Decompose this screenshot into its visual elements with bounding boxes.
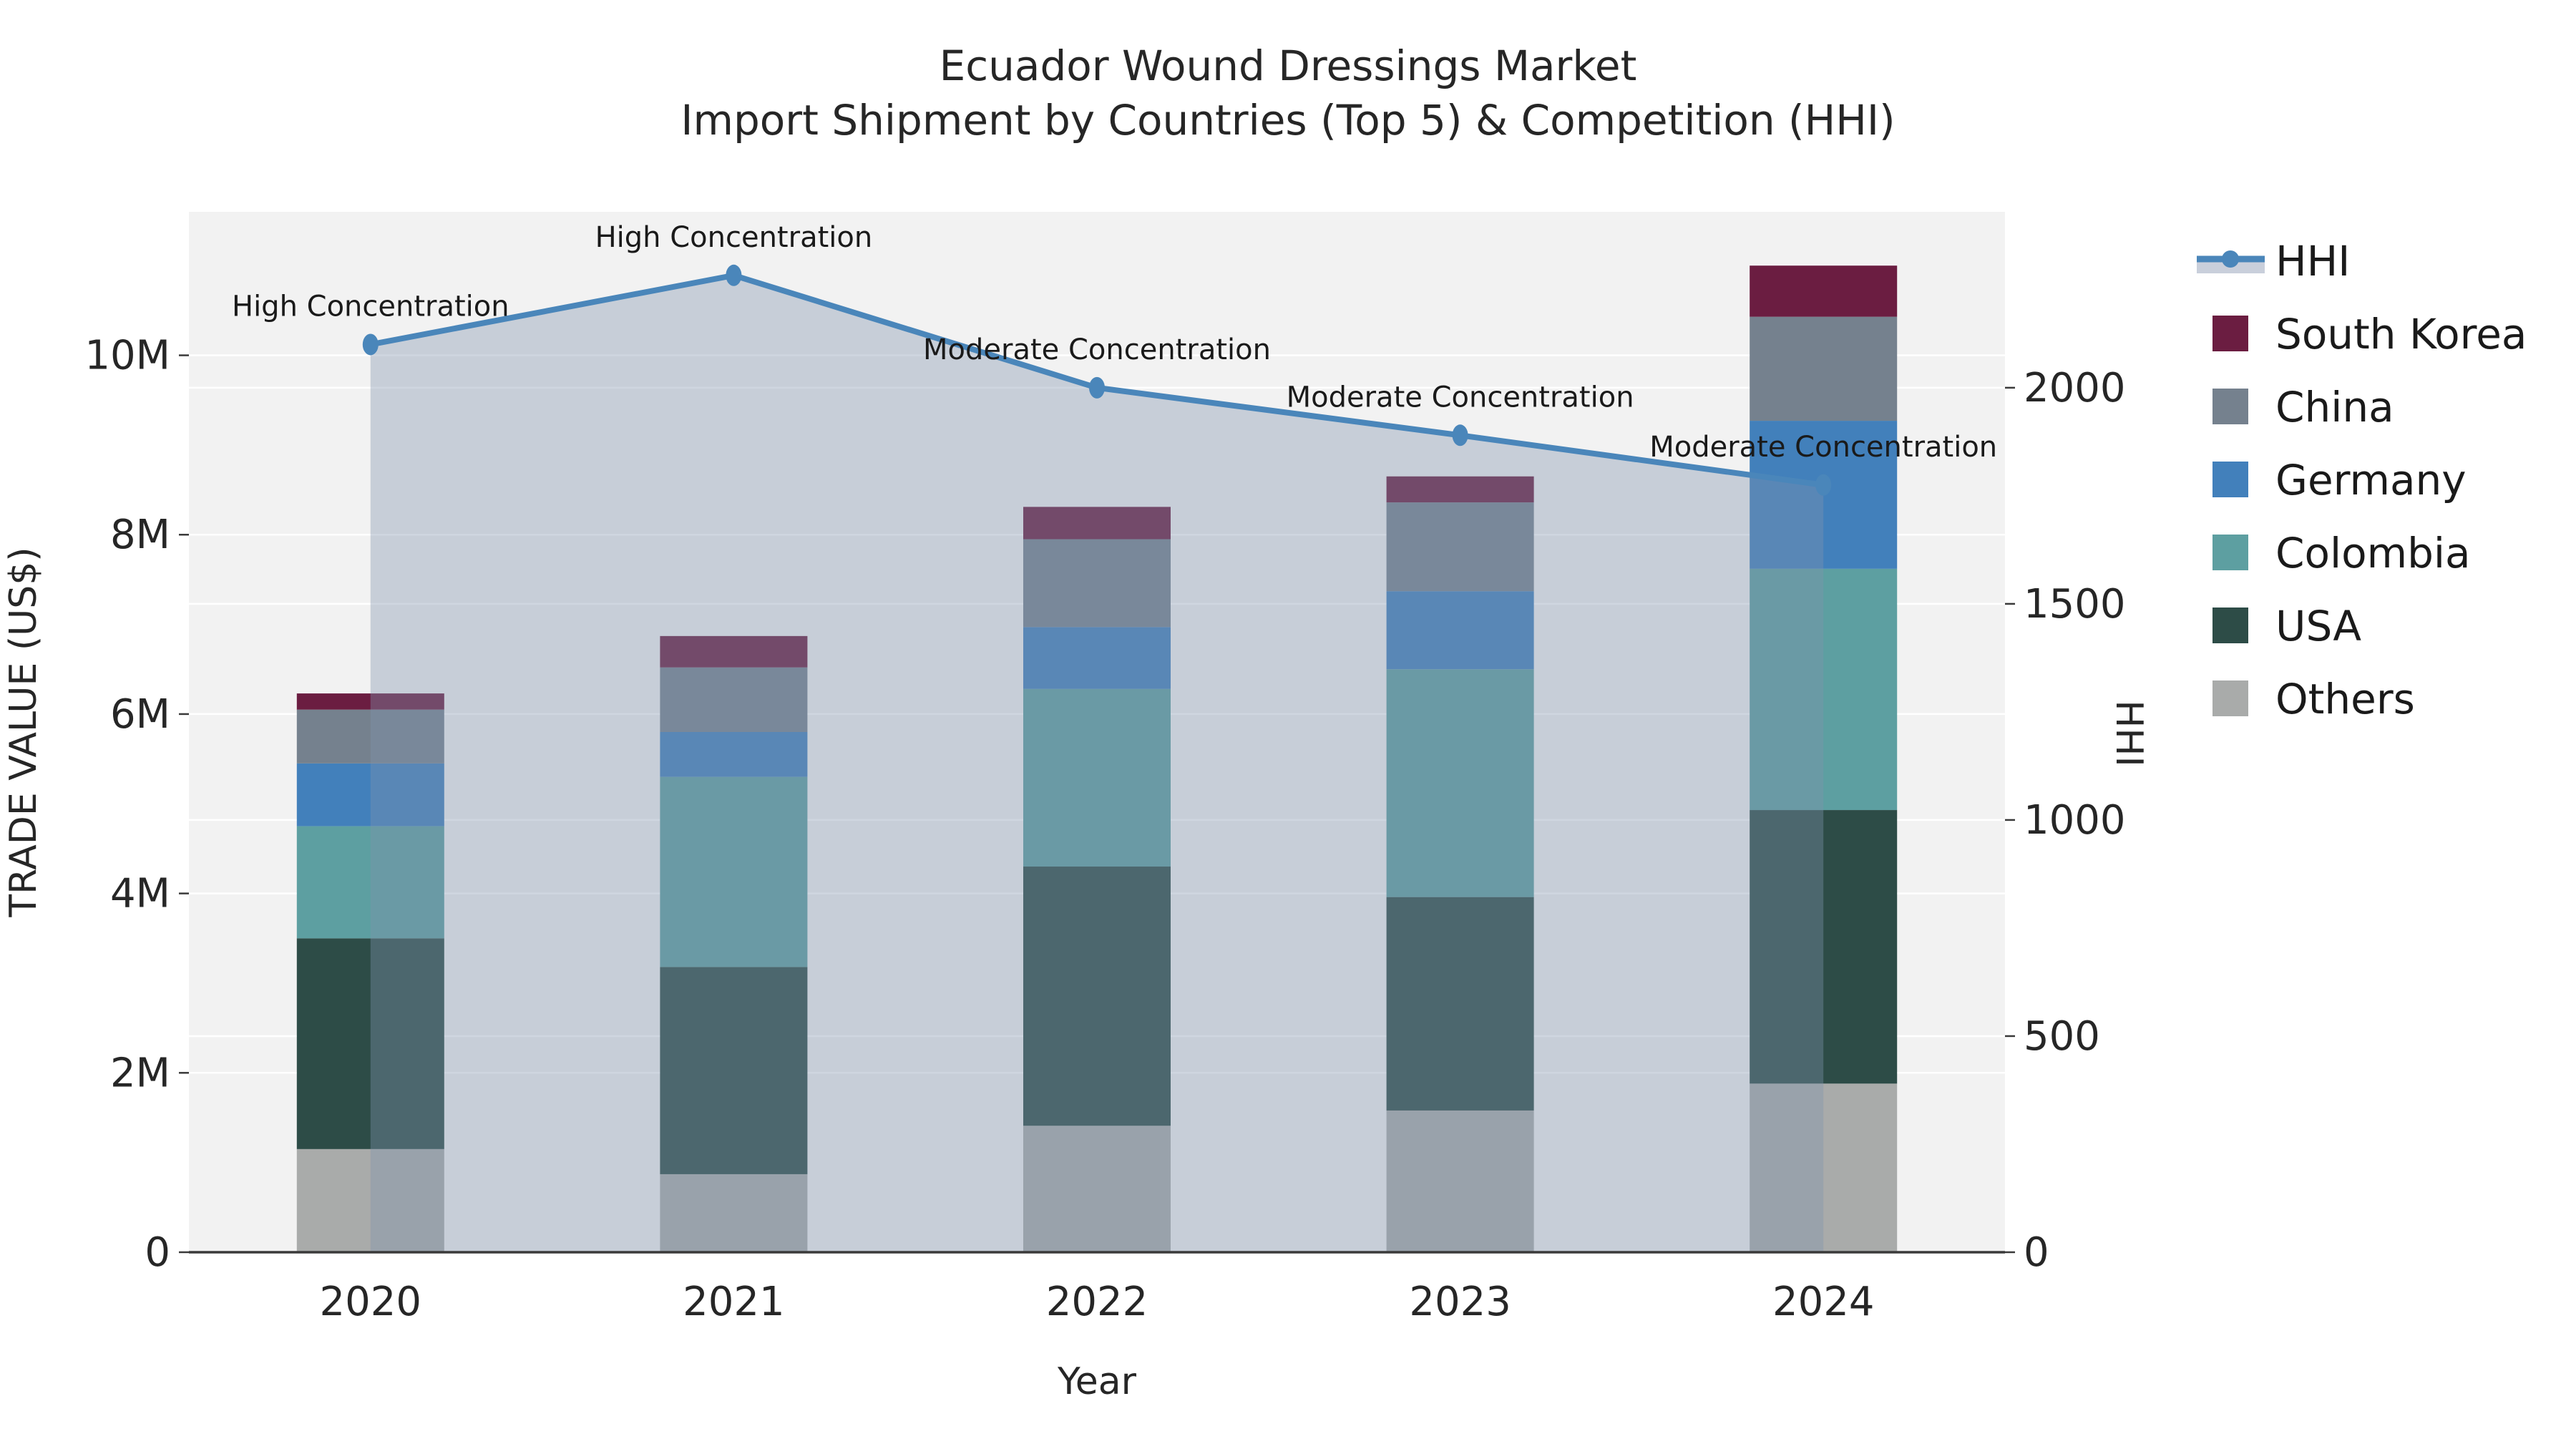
bar-segment-usa-2024 xyxy=(1750,810,1898,1084)
bar-segment-south-korea-2022 xyxy=(1023,507,1171,540)
legend-color-swatch xyxy=(2212,462,2248,497)
annotation-2020: High Concentration xyxy=(232,290,509,323)
y-right-tick-label-2000: 2000 xyxy=(2024,365,2126,411)
y-right-tick-label-1500: 1500 xyxy=(2024,581,2126,628)
bar-segment-china-2021 xyxy=(660,667,808,732)
y-left-tick-label-4M: 4M xyxy=(110,871,170,917)
bar-segment-usa-2020 xyxy=(296,938,444,1149)
x-tick-label-2021: 2021 xyxy=(683,1279,785,1325)
bar-segment-others-2023 xyxy=(1386,1110,1534,1252)
annotation-2024: Moderate Concentration xyxy=(1649,431,1997,464)
bar-segment-others-2024 xyxy=(1750,1083,1898,1252)
bar-segment-germany-2022 xyxy=(1023,627,1171,689)
bar-segment-south-korea-2021 xyxy=(660,635,808,668)
annotation-2022: Moderate Concentration xyxy=(923,333,1271,366)
y-left-tick-label-2M: 2M xyxy=(110,1050,170,1096)
bar-segment-others-2021 xyxy=(660,1174,808,1252)
bar-segment-colombia-2023 xyxy=(1386,669,1534,897)
hhi-area-fill xyxy=(370,275,1824,1253)
legend-hhi-marker-swatch xyxy=(2222,250,2239,268)
chart-title-line2: Import Shipment by Countries (Top 5) & C… xyxy=(680,96,1895,145)
legend-color-swatch xyxy=(2212,608,2248,643)
legend-label: China xyxy=(2275,383,2394,431)
legend-item-hhi: HHI xyxy=(2197,237,2350,286)
y-right-tick-label-1000: 1000 xyxy=(2024,797,2126,844)
y-right-tick-label-500: 500 xyxy=(2024,1013,2100,1060)
annotation-2021: High Concentration xyxy=(595,221,873,254)
legend-label: HHI xyxy=(2275,237,2350,286)
bar-segment-china-2020 xyxy=(296,709,444,763)
x-axis-title: Year xyxy=(1057,1360,1137,1403)
bar-segment-china-2023 xyxy=(1386,502,1534,592)
y-left-tick-label-6M: 6M xyxy=(110,691,170,738)
bar-segment-colombia-2022 xyxy=(1023,688,1171,867)
legend-label: South Korea xyxy=(2275,310,2527,358)
bar-segment-south-korea-2023 xyxy=(1386,476,1534,503)
legend-item-south-korea: South Korea xyxy=(2212,310,2527,358)
hhi-marker-2024 xyxy=(1815,474,1832,496)
bar-segment-south-korea-2024 xyxy=(1750,265,1898,317)
legend-color-swatch xyxy=(2212,535,2248,570)
legend-color-swatch xyxy=(2212,389,2248,424)
hhi-marker-2023 xyxy=(1452,424,1468,447)
y-left-tick-label-8M: 8M xyxy=(110,512,170,558)
legend-item-germany: Germany xyxy=(2212,456,2467,504)
bar-segment-china-2024 xyxy=(1750,316,1898,421)
bar-segment-china-2022 xyxy=(1023,539,1171,628)
chart-title-line1: Ecuador Wound Dressings Market xyxy=(940,42,1637,90)
hhi-marker-2020 xyxy=(362,333,379,356)
y-left-tick-label-0: 0 xyxy=(145,1229,170,1276)
hhi-marker-2022 xyxy=(1089,376,1105,399)
x-tick-label-2022: 2022 xyxy=(1046,1279,1148,1325)
bar-segment-others-2022 xyxy=(1023,1126,1171,1252)
legend-color-swatch xyxy=(2212,680,2248,716)
bar-segment-colombia-2020 xyxy=(296,826,444,939)
bar-segment-germany-2020 xyxy=(296,763,444,826)
bar-segment-colombia-2024 xyxy=(1750,568,1898,811)
annotation-2023: Moderate Concentration xyxy=(1287,381,1634,414)
legend-label: Others xyxy=(2275,675,2415,723)
legend-label: Colombia xyxy=(2275,529,2471,577)
hhi-marker-2021 xyxy=(726,264,742,286)
x-tick-label-2020: 2020 xyxy=(320,1279,422,1325)
bar-segment-germany-2023 xyxy=(1386,591,1534,670)
y-left-axis-title: TRADE VALUE (US$) xyxy=(2,547,45,917)
legend-color-swatch xyxy=(2212,316,2248,351)
bar-segment-others-2020 xyxy=(296,1148,444,1252)
bar-segment-usa-2021 xyxy=(660,967,808,1174)
legend-item-colombia: Colombia xyxy=(2212,529,2471,577)
x-tick-label-2023: 2023 xyxy=(1409,1279,1511,1325)
legend-item-china: China xyxy=(2212,383,2394,431)
bar-segment-germany-2021 xyxy=(660,732,808,777)
bar-segment-south-korea-2020 xyxy=(296,693,444,710)
bar-segment-usa-2022 xyxy=(1023,867,1171,1126)
legend-label: USA xyxy=(2275,602,2361,650)
y-right-axis-title: HHI xyxy=(2107,700,2150,767)
legend-item-others: Others xyxy=(2212,675,2415,723)
x-tick-label-2024: 2024 xyxy=(1772,1279,1875,1325)
y-right-tick-label-0: 0 xyxy=(2024,1229,2049,1276)
bar-segment-colombia-2021 xyxy=(660,776,808,967)
legend-label: Germany xyxy=(2275,456,2467,504)
legend-item-usa: USA xyxy=(2212,602,2361,650)
y-left-tick-label-10M: 10M xyxy=(84,333,170,379)
bar-segment-usa-2023 xyxy=(1386,897,1534,1111)
